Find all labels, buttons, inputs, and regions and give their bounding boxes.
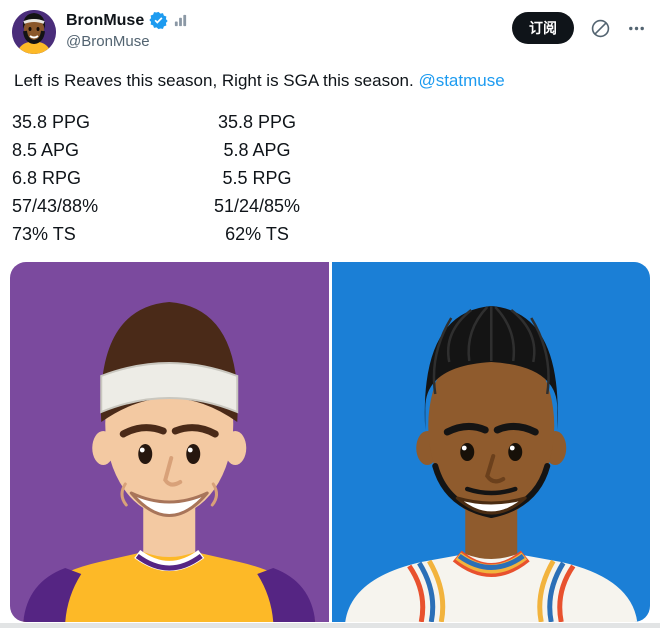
stat-line: 62% TS [225, 224, 289, 244]
tweet-image[interactable] [10, 262, 650, 622]
stat-line: 51/24/85% [213, 196, 301, 216]
analytics-bar-chart-icon [173, 13, 188, 28]
grok-button[interactable] [590, 18, 611, 39]
subscribe-button[interactable]: 订阅 [512, 12, 574, 44]
stat-line: 6.8 RPG [12, 168, 82, 188]
lebron-cartoon-avatar [12, 10, 56, 54]
stats-block: 35.8 PPG 8.5 APG 6.8 RPG 57/43/88% 73% T… [0, 108, 660, 248]
page-bottom-edge [0, 623, 660, 628]
display-name[interactable]: BronMuse [66, 11, 145, 29]
stat-line: 5.5 RPG [222, 168, 292, 188]
stat-line: 73% TS [12, 224, 76, 244]
player-panel-sga[interactable] [331, 262, 650, 622]
mention-link-statmuse[interactable]: @statmuse [418, 71, 505, 90]
sga-illustration [331, 262, 650, 622]
player-panel-reaves[interactable] [10, 262, 329, 622]
header-actions: 订阅 [512, 12, 646, 44]
tweet-text: Left is Reaves this season, Right is SGA… [0, 69, 660, 92]
more-button[interactable] [627, 19, 646, 38]
tweet-header: BronMuse @BronMuse 订阅 [0, 0, 660, 54]
stat-line: 57/43/88% [12, 196, 99, 216]
stats-column-sga: 35.8 PPG 5.8 APG 5.5 RPG 51/24/85% 62% T… [198, 108, 316, 248]
stat-line: 35.8 PPG [217, 112, 297, 132]
stat-line: 8.5 APG [12, 140, 80, 160]
user-handle: @BronMuse [66, 33, 150, 50]
reaves-illustration [10, 262, 329, 622]
verified-badge-icon [149, 11, 168, 30]
stat-line: 35.8 PPG [12, 112, 91, 132]
tweet-text-body: Left is Reaves this season, Right is SGA… [14, 71, 419, 90]
ellipsis-icon [629, 26, 644, 30]
avatar[interactable] [12, 10, 56, 54]
stats-column-reaves: 35.8 PPG 8.5 APG 6.8 RPG 57/43/88% 73% T… [12, 108, 198, 248]
name-block: BronMuse @BronMuse [66, 10, 188, 50]
stat-line: 5.8 APG [223, 140, 291, 160]
grok-slashed-circle-icon [591, 19, 610, 37]
